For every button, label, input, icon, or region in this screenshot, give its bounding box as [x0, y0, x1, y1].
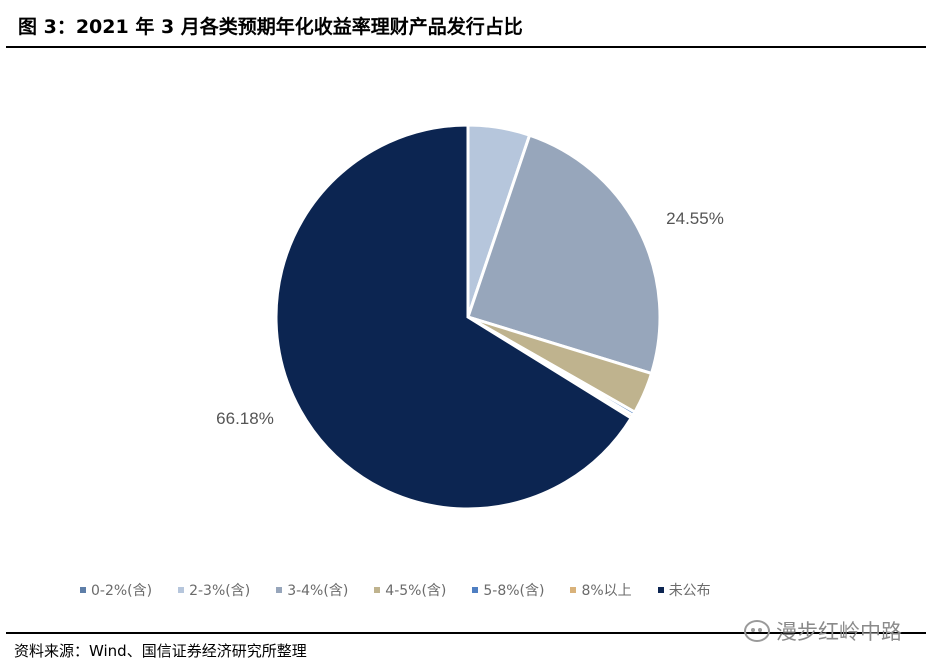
legend-marker — [657, 587, 664, 593]
figure-title: 图 3：2021 年 3 月各类预期年化收益率理财产品发行占比 — [18, 16, 523, 38]
chart-legend: 0-2%(含) 2-3%(含) 3-4%(含) 4-5%(含) 5-8%(含) 8%以上 未… — [80, 580, 711, 600]
legend-item: 0-2%(含) — [80, 580, 152, 600]
legend-label: 4-5%(含) — [385, 583, 447, 599]
watermark: 漫步红岭中路 — [744, 616, 902, 646]
wechat-icon — [744, 620, 770, 642]
legend-item: 未公布 — [657, 580, 711, 600]
top-rule — [6, 46, 926, 48]
slice-data-label: 66.18% — [216, 409, 274, 428]
legend-marker — [80, 587, 86, 593]
legend-label: 5-8%(含) — [483, 583, 545, 599]
watermark-text: 漫步红岭中路 — [776, 620, 902, 644]
legend-item: 2-3%(含) — [178, 580, 250, 600]
legend-marker — [276, 587, 283, 593]
legend-marker — [472, 587, 479, 593]
legend-marker — [178, 587, 185, 593]
source-note: 资料来源：Wind、国信证券经济研究所整理 — [14, 642, 307, 660]
legend-item: 8%以上 — [570, 580, 632, 600]
legend-marker — [570, 587, 577, 593]
pie-slice — [274, 123, 634, 511]
legend-marker — [374, 587, 381, 593]
slice-data-label: 24.55% — [666, 209, 724, 228]
legend-label: 0-2%(含) — [91, 583, 153, 599]
legend-label: 未公布 — [668, 583, 711, 599]
legend-item: 3-4%(含) — [276, 580, 348, 600]
legend-item: 4-5%(含) — [374, 580, 446, 600]
legend-item: 5-8%(含) — [472, 580, 544, 600]
legend-label: 2-3%(含) — [189, 583, 251, 599]
legend-label: 3-4%(含) — [287, 583, 349, 599]
pie-slice — [466, 133, 662, 376]
legend-label: 8%以上 — [581, 583, 632, 599]
bottom-rule — [6, 632, 926, 634]
